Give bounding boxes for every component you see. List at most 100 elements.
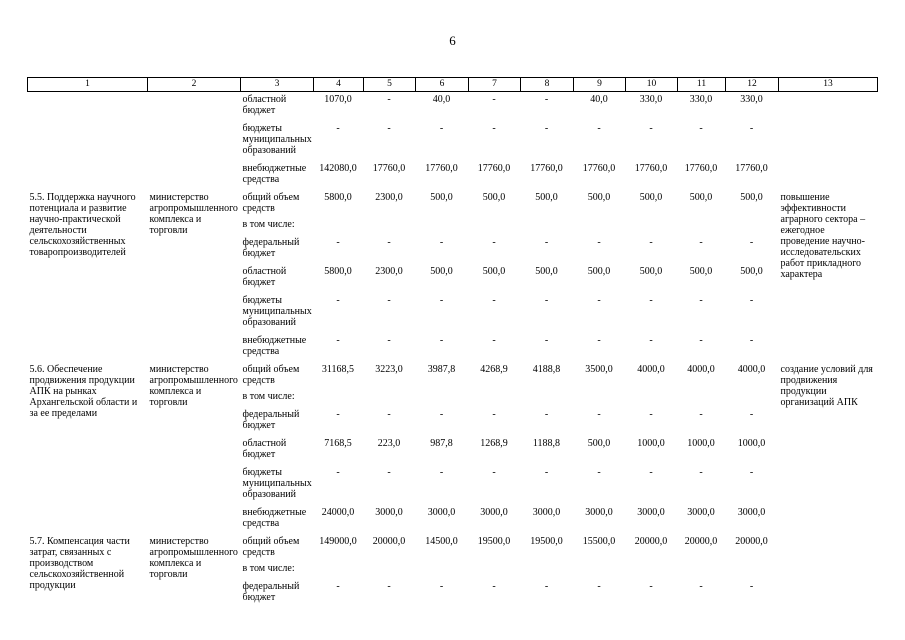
value-cell: - [699,123,703,134]
value-cell: - [492,467,496,478]
value-cell: 19500,0 [477,536,511,547]
value-cell: 4188,8 [532,364,561,375]
activity-cell: 5.6. Обеспечение продвижения продукции А… [29,364,138,419]
value-cell: 500,0 [740,266,763,277]
value-cell: 19500,0 [530,536,563,547]
value-cell: 3000,0 [687,507,715,518]
table-row: внебюджетные средства - - - - - - - - - [28,333,878,362]
value-cell: 17760,0 [735,163,768,174]
value-cell: 31168,5 [321,364,355,375]
table-row: бюджеты муниципальных образований - - - - - - -… [28,121,878,161]
value-cell: 17760,0 [684,163,718,174]
value-cell: 330,0 [689,94,713,105]
column-number-header: 5 [363,77,416,92]
table-row: внебюджетные средства 142080,0 17760,0 1776… [28,161,878,190]
funding-source-label: бюджеты муниципальных образований [242,467,312,500]
value-cell: 1188,8 [532,438,561,449]
value-cell: - [387,123,391,134]
value-cell: 500,0 [430,192,453,203]
value-cell: - [649,123,653,134]
value-cell: - [699,581,703,592]
value-cell: 40,0 [432,94,451,105]
value-cell: 24000,0 [321,507,355,518]
value-cell: 5800,0 [324,266,352,277]
value-cell: 4000,0 [737,364,766,375]
funding-source-cell: бюджеты муниципальных образований [241,293,314,333]
value-cell: - [749,409,754,420]
funding-source-cell: областной бюджет [241,92,314,122]
table-row: федеральный бюджет - - - - - - - - - [28,407,878,436]
table-row: федеральный бюджет - - - - - - - - - [28,235,878,264]
value-cell: - [544,409,549,420]
value-cell: - [544,295,549,306]
value-cell: 40,0 [590,94,608,105]
column-number-header: 12 [725,77,779,92]
value-cell: - [387,237,391,248]
expected-results-cell [779,534,878,608]
value-cell: 7168,5 [324,438,352,449]
value-cell: - [699,237,703,248]
funding-source-label: общий объем средств [242,192,300,214]
value-cell: 15500,0 [582,536,616,547]
value-cell: 4268,9 [480,364,508,375]
value-cell: - [649,409,653,420]
executor-cell: министерство агропромышленного комплекса… [149,536,238,580]
value-cell: - [492,409,496,420]
value-cell: 500,0 [639,192,663,203]
table-row: бюджеты муниципальных образований - - - - - - -… [28,465,878,505]
value-cell: 500,0 [587,438,611,449]
value-cell: - [439,409,444,420]
value-cell: - [492,581,496,592]
value-cell: - [387,335,391,346]
value-cell: - [597,581,601,592]
value-cell: - [492,123,496,134]
value-cell: - [336,467,340,478]
value-cell: - [544,123,549,134]
value-cell: - [597,123,601,134]
value-cell: 142080,0 [319,163,357,174]
value-cell: 3987,8 [427,364,456,375]
value-cell: - [749,581,754,592]
table-row: областной бюджет 5800,0 2300,0 500,0 500,0 50… [28,264,878,293]
value-cell: - [749,123,754,134]
column-number-header: 11 [677,77,726,92]
value-cell: - [387,409,391,420]
value-cell: - [649,295,653,306]
funding-source-sublabel: в том числе: [242,219,295,230]
value-cell: - [387,581,391,592]
activity-cell: 5.7. Компенсация части затрат, связанных… [29,536,130,591]
value-cell: - [387,467,391,478]
value-cell: - [336,335,340,346]
table-row: федеральный бюджет - - - - - - - - - [28,579,878,608]
table-row: внебюджетные средства 24000,0 3000,0 3000,0… [28,505,878,534]
value-cell: 2300,0 [375,192,403,203]
value-cell: 500,0 [587,192,611,203]
funding-source-label: общий объем средств [242,364,300,386]
value-cell: 20000,0 [735,536,768,547]
value-cell: - [544,335,549,346]
value-cell: - [749,335,754,346]
funding-source-cell: областной бюджет [241,436,314,465]
column-number-header: 13 [778,77,878,92]
table-row: 5.6. Обеспечение продвижения продукции А… [28,362,878,419]
value-cell: 3000,0 [737,507,766,518]
value-cell: - [597,335,601,346]
activity-cell: 5.5. Поддержка научного потенциала и раз… [29,192,136,258]
funding-source-label: бюджеты муниципальных образований [242,123,312,156]
value-cell: - [336,409,340,420]
value-cell: 17760,0 [582,163,616,174]
value-cell: - [387,295,391,306]
funding-source-cell: бюджеты муниципальных образований [241,465,314,505]
value-cell: 500,0 [482,266,506,277]
value-cell: 3000,0 [375,507,403,518]
value-cell: 1000,0 [687,438,715,449]
value-cell: 500,0 [587,266,611,277]
value-cell: 3000,0 [427,507,456,518]
value-cell: 20000,0 [684,536,718,547]
funding-source-label: областной бюджет [242,94,287,116]
value-cell: - [749,295,754,306]
activity-cell [28,92,148,191]
value-cell: - [699,335,703,346]
funding-source-cell: внебюджетные средства [241,161,314,190]
